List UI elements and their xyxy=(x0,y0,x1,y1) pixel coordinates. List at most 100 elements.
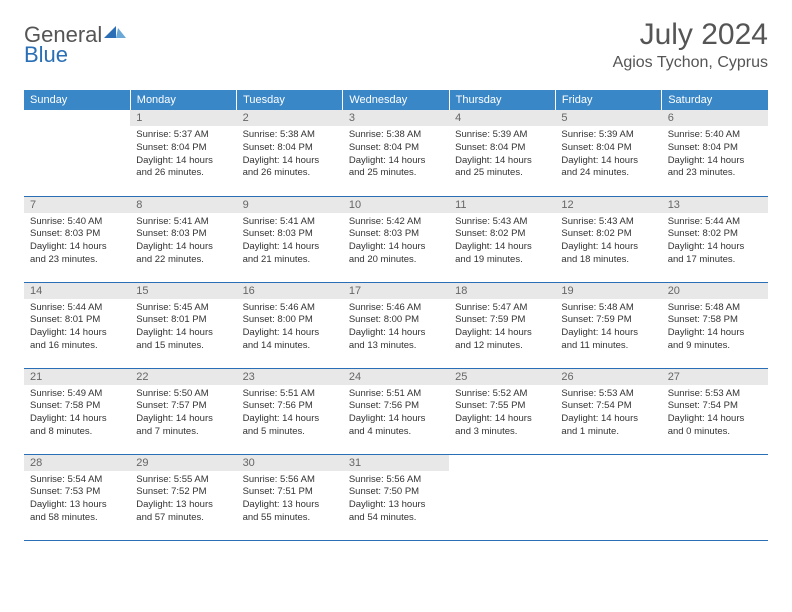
calendar-day-cell: 26Sunrise: 5:53 AMSunset: 7:54 PMDayligh… xyxy=(555,368,661,454)
calendar-day-cell: 10Sunrise: 5:42 AMSunset: 8:03 PMDayligh… xyxy=(343,196,449,282)
weekday-header: Sunday xyxy=(24,90,130,110)
calendar-day-cell: 3Sunrise: 5:38 AMSunset: 8:04 PMDaylight… xyxy=(343,110,449,196)
day-number: 1 xyxy=(130,110,236,126)
day-number: 19 xyxy=(555,283,661,299)
calendar-day-cell: 18Sunrise: 5:47 AMSunset: 7:59 PMDayligh… xyxy=(449,282,555,368)
day-details: Sunrise: 5:50 AMSunset: 7:57 PMDaylight:… xyxy=(130,385,236,443)
day-details: Sunrise: 5:46 AMSunset: 8:00 PMDaylight:… xyxy=(343,299,449,357)
calendar-day-cell: 14Sunrise: 5:44 AMSunset: 8:01 PMDayligh… xyxy=(24,282,130,368)
calendar-day-cell: 16Sunrise: 5:46 AMSunset: 8:00 PMDayligh… xyxy=(237,282,343,368)
day-number: 31 xyxy=(343,455,449,471)
day-details: Sunrise: 5:40 AMSunset: 8:04 PMDaylight:… xyxy=(662,126,768,184)
brand-flag-icon xyxy=(104,24,126,47)
day-details: Sunrise: 5:55 AMSunset: 7:52 PMDaylight:… xyxy=(130,471,236,529)
page-header: General July 2024 Agios Tychon, Cyprus xyxy=(24,18,768,72)
calendar-day-cell: 2Sunrise: 5:38 AMSunset: 8:04 PMDaylight… xyxy=(237,110,343,196)
day-number: 6 xyxy=(662,110,768,126)
calendar-page: General July 2024 Agios Tychon, Cyprus B… xyxy=(0,0,792,559)
calendar-day-cell: 23Sunrise: 5:51 AMSunset: 7:56 PMDayligh… xyxy=(237,368,343,454)
day-number: 18 xyxy=(449,283,555,299)
day-number: 20 xyxy=(662,283,768,299)
day-details: Sunrise: 5:42 AMSunset: 8:03 PMDaylight:… xyxy=(343,213,449,271)
calendar-day-cell xyxy=(24,110,130,196)
day-details: Sunrise: 5:45 AMSunset: 8:01 PMDaylight:… xyxy=(130,299,236,357)
day-details: Sunrise: 5:53 AMSunset: 7:54 PMDaylight:… xyxy=(555,385,661,443)
day-details: Sunrise: 5:43 AMSunset: 8:02 PMDaylight:… xyxy=(555,213,661,271)
calendar-day-cell: 1Sunrise: 5:37 AMSunset: 8:04 PMDaylight… xyxy=(130,110,236,196)
day-details: Sunrise: 5:54 AMSunset: 7:53 PMDaylight:… xyxy=(24,471,130,529)
weekday-header: Wednesday xyxy=(343,90,449,110)
day-number: 16 xyxy=(237,283,343,299)
brand-text-blue: Blue xyxy=(24,42,68,67)
calendar-week-row: 14Sunrise: 5:44 AMSunset: 8:01 PMDayligh… xyxy=(24,282,768,368)
day-details: Sunrise: 5:47 AMSunset: 7:59 PMDaylight:… xyxy=(449,299,555,357)
day-details: Sunrise: 5:39 AMSunset: 8:04 PMDaylight:… xyxy=(449,126,555,184)
day-number: 17 xyxy=(343,283,449,299)
day-details: Sunrise: 5:44 AMSunset: 8:02 PMDaylight:… xyxy=(662,213,768,271)
day-number: 13 xyxy=(662,197,768,213)
calendar-day-cell: 15Sunrise: 5:45 AMSunset: 8:01 PMDayligh… xyxy=(130,282,236,368)
day-details: Sunrise: 5:48 AMSunset: 7:58 PMDaylight:… xyxy=(662,299,768,357)
calendar-week-row: 21Sunrise: 5:49 AMSunset: 7:58 PMDayligh… xyxy=(24,368,768,454)
calendar-day-cell xyxy=(662,454,768,540)
day-number: 11 xyxy=(449,197,555,213)
calendar-day-cell: 27Sunrise: 5:53 AMSunset: 7:54 PMDayligh… xyxy=(662,368,768,454)
day-number: 30 xyxy=(237,455,343,471)
calendar-day-cell: 19Sunrise: 5:48 AMSunset: 7:59 PMDayligh… xyxy=(555,282,661,368)
month-title: July 2024 xyxy=(613,18,768,52)
day-details: Sunrise: 5:56 AMSunset: 7:50 PMDaylight:… xyxy=(343,471,449,529)
day-number: 29 xyxy=(130,455,236,471)
calendar-header-row: SundayMondayTuesdayWednesdayThursdayFrid… xyxy=(24,90,768,110)
day-details: Sunrise: 5:51 AMSunset: 7:56 PMDaylight:… xyxy=(343,385,449,443)
day-details: Sunrise: 5:52 AMSunset: 7:55 PMDaylight:… xyxy=(449,385,555,443)
calendar-day-cell: 4Sunrise: 5:39 AMSunset: 8:04 PMDaylight… xyxy=(449,110,555,196)
calendar-day-cell: 21Sunrise: 5:49 AMSunset: 7:58 PMDayligh… xyxy=(24,368,130,454)
calendar-day-cell: 8Sunrise: 5:41 AMSunset: 8:03 PMDaylight… xyxy=(130,196,236,282)
day-details: Sunrise: 5:51 AMSunset: 7:56 PMDaylight:… xyxy=(237,385,343,443)
day-number: 14 xyxy=(24,283,130,299)
calendar-day-cell: 25Sunrise: 5:52 AMSunset: 7:55 PMDayligh… xyxy=(449,368,555,454)
day-number: 15 xyxy=(130,283,236,299)
calendar-table: SundayMondayTuesdayWednesdayThursdayFrid… xyxy=(24,90,768,541)
calendar-day-cell: 11Sunrise: 5:43 AMSunset: 8:02 PMDayligh… xyxy=(449,196,555,282)
day-number: 28 xyxy=(24,455,130,471)
day-number: 10 xyxy=(343,197,449,213)
calendar-day-cell: 12Sunrise: 5:43 AMSunset: 8:02 PMDayligh… xyxy=(555,196,661,282)
weekday-header: Friday xyxy=(555,90,661,110)
day-number: 5 xyxy=(555,110,661,126)
weekday-header: Tuesday xyxy=(237,90,343,110)
weekday-header: Thursday xyxy=(449,90,555,110)
day-details: Sunrise: 5:49 AMSunset: 7:58 PMDaylight:… xyxy=(24,385,130,443)
calendar-week-row: 7Sunrise: 5:40 AMSunset: 8:03 PMDaylight… xyxy=(24,196,768,282)
day-number: 9 xyxy=(237,197,343,213)
day-details: Sunrise: 5:43 AMSunset: 8:02 PMDaylight:… xyxy=(449,213,555,271)
calendar-week-row: 1Sunrise: 5:37 AMSunset: 8:04 PMDaylight… xyxy=(24,110,768,196)
calendar-day-cell: 24Sunrise: 5:51 AMSunset: 7:56 PMDayligh… xyxy=(343,368,449,454)
calendar-day-cell: 30Sunrise: 5:56 AMSunset: 7:51 PMDayligh… xyxy=(237,454,343,540)
calendar-day-cell: 5Sunrise: 5:39 AMSunset: 8:04 PMDaylight… xyxy=(555,110,661,196)
day-details: Sunrise: 5:53 AMSunset: 7:54 PMDaylight:… xyxy=(662,385,768,443)
day-number: 25 xyxy=(449,369,555,385)
day-details: Sunrise: 5:48 AMSunset: 7:59 PMDaylight:… xyxy=(555,299,661,357)
weekday-header: Monday xyxy=(130,90,236,110)
day-number: 8 xyxy=(130,197,236,213)
day-number: 24 xyxy=(343,369,449,385)
day-details: Sunrise: 5:39 AMSunset: 8:04 PMDaylight:… xyxy=(555,126,661,184)
title-block: July 2024 Agios Tychon, Cyprus xyxy=(613,18,768,72)
location-text: Agios Tychon, Cyprus xyxy=(613,54,768,72)
calendar-day-cell: 13Sunrise: 5:44 AMSunset: 8:02 PMDayligh… xyxy=(662,196,768,282)
day-number: 2 xyxy=(237,110,343,126)
calendar-day-cell: 6Sunrise: 5:40 AMSunset: 8:04 PMDaylight… xyxy=(662,110,768,196)
day-details: Sunrise: 5:41 AMSunset: 8:03 PMDaylight:… xyxy=(130,213,236,271)
calendar-day-cell xyxy=(555,454,661,540)
day-number: 3 xyxy=(343,110,449,126)
day-details: Sunrise: 5:41 AMSunset: 8:03 PMDaylight:… xyxy=(237,213,343,271)
day-number: 21 xyxy=(24,369,130,385)
calendar-week-row: 28Sunrise: 5:54 AMSunset: 7:53 PMDayligh… xyxy=(24,454,768,540)
calendar-day-cell: 20Sunrise: 5:48 AMSunset: 7:58 PMDayligh… xyxy=(662,282,768,368)
calendar-body: 1Sunrise: 5:37 AMSunset: 8:04 PMDaylight… xyxy=(24,110,768,540)
calendar-day-cell: 29Sunrise: 5:55 AMSunset: 7:52 PMDayligh… xyxy=(130,454,236,540)
brand-blue-wrapper: Blue xyxy=(24,42,68,68)
day-details: Sunrise: 5:40 AMSunset: 8:03 PMDaylight:… xyxy=(24,213,130,271)
calendar-day-cell: 9Sunrise: 5:41 AMSunset: 8:03 PMDaylight… xyxy=(237,196,343,282)
